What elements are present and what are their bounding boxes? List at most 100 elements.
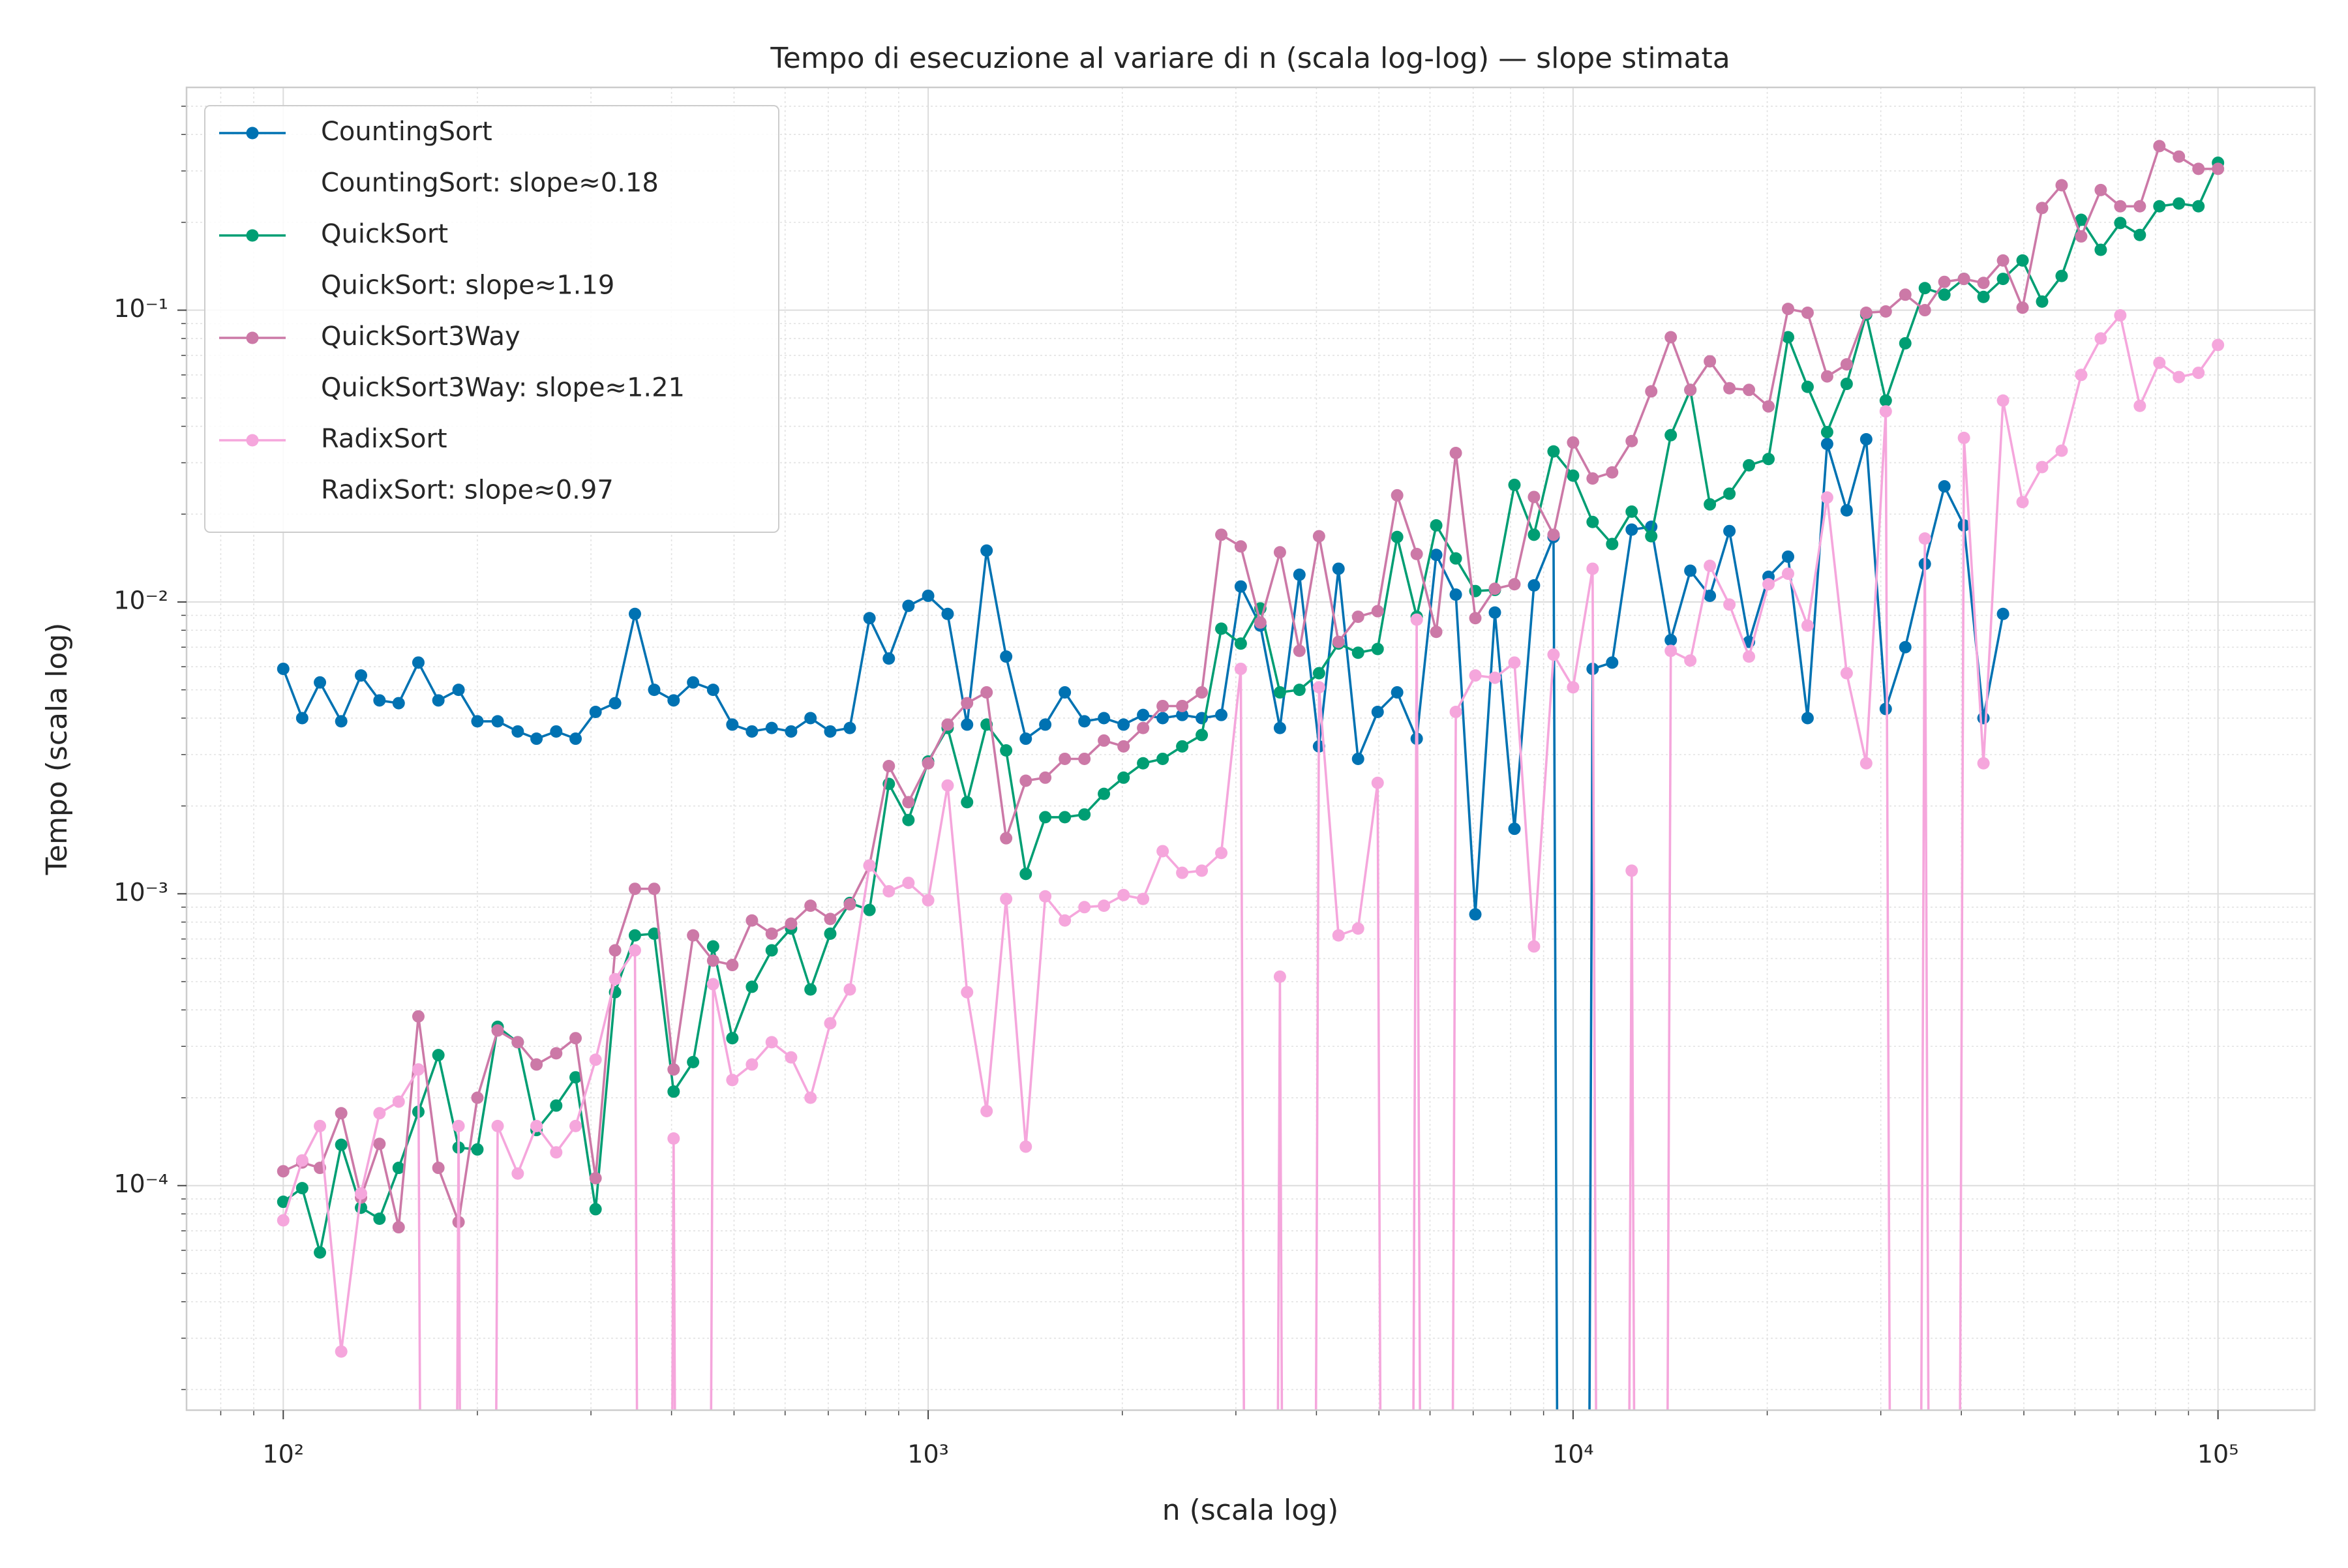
data-point bbox=[392, 697, 405, 710]
data-point bbox=[1078, 808, 1091, 821]
data-point bbox=[2075, 369, 2088, 382]
data-point bbox=[1469, 908, 1482, 921]
data-point bbox=[1879, 405, 1892, 418]
data-point bbox=[824, 912, 837, 926]
data-point bbox=[1859, 757, 1873, 770]
data-point bbox=[1019, 1140, 1032, 1153]
data-point bbox=[1547, 445, 1560, 458]
data-point bbox=[824, 725, 837, 738]
data-point bbox=[2173, 150, 2186, 163]
data-point bbox=[2036, 460, 2049, 474]
data-point bbox=[1273, 546, 1286, 559]
y-tick-label: 10⁻¹ bbox=[113, 294, 168, 323]
data-point bbox=[1176, 866, 1189, 879]
data-point bbox=[804, 1091, 817, 1104]
data-point bbox=[745, 1058, 759, 1071]
data-point bbox=[432, 694, 445, 707]
data-point bbox=[1859, 306, 1873, 319]
data-point bbox=[980, 686, 993, 699]
tick-labels: 10² 10³ 10⁴ 10⁵ 10⁻⁴ 10⁻³ 10⁻² 10⁻¹ bbox=[113, 294, 2238, 1468]
data-point bbox=[1781, 303, 1794, 316]
data-point bbox=[1000, 892, 1013, 905]
data-point bbox=[1156, 845, 1169, 858]
data-point bbox=[1234, 540, 1247, 553]
data-point bbox=[1899, 288, 1912, 301]
data-point bbox=[1312, 681, 1325, 694]
data-point bbox=[785, 725, 798, 738]
y-tick-label: 10⁻⁴ bbox=[113, 1169, 168, 1198]
data-point bbox=[726, 959, 739, 972]
data-point bbox=[530, 732, 543, 746]
data-point bbox=[1645, 385, 1658, 398]
data-point bbox=[1059, 686, 1072, 699]
data-point bbox=[1430, 626, 1443, 639]
data-point bbox=[1117, 888, 1130, 901]
data-point bbox=[706, 954, 719, 967]
data-point bbox=[1684, 654, 1697, 667]
data-point bbox=[2212, 339, 2225, 352]
data-point bbox=[1156, 752, 1169, 765]
data-point bbox=[1801, 306, 1814, 319]
data-point bbox=[1762, 400, 1775, 413]
data-point bbox=[355, 1187, 368, 1200]
data-point bbox=[1723, 487, 1736, 500]
data-point bbox=[1019, 774, 1032, 787]
data-point bbox=[1977, 290, 1990, 303]
data-point bbox=[2192, 367, 2205, 380]
x-tick-label: 10³ bbox=[907, 1440, 949, 1469]
data-point bbox=[1449, 705, 1462, 718]
plot-area bbox=[277, 140, 2225, 1410]
data-point bbox=[295, 712, 309, 725]
data-point bbox=[961, 796, 974, 809]
data-point bbox=[1098, 899, 1111, 912]
data-point bbox=[471, 1143, 484, 1156]
data-point bbox=[922, 757, 935, 770]
data-point bbox=[1820, 491, 1833, 504]
data-point bbox=[1117, 771, 1130, 784]
data-point bbox=[1332, 635, 1345, 648]
data-point bbox=[2036, 202, 2049, 215]
data-point bbox=[314, 1246, 327, 1259]
data-point bbox=[1801, 712, 1814, 725]
data-point bbox=[785, 1051, 798, 1064]
data-point bbox=[1000, 744, 1013, 757]
data-point bbox=[2016, 254, 2029, 267]
data-point bbox=[1918, 282, 1931, 295]
legend-slope-label: RadixSort: slope≈0.97 bbox=[321, 475, 614, 505]
data-point bbox=[1508, 478, 1521, 491]
series-line bbox=[282, 145, 2218, 1229]
data-point bbox=[628, 607, 641, 620]
data-point bbox=[1528, 940, 1541, 953]
data-point bbox=[2016, 301, 2029, 314]
data-point bbox=[1117, 718, 1130, 731]
data-point bbox=[1137, 721, 1150, 734]
data-point bbox=[1996, 394, 2009, 407]
data-point bbox=[1078, 752, 1091, 765]
data-point bbox=[2055, 444, 2068, 457]
data-point bbox=[2055, 269, 2068, 282]
data-point bbox=[432, 1049, 445, 1062]
data-point bbox=[452, 1119, 465, 1132]
data-point bbox=[941, 779, 954, 792]
data-point bbox=[335, 715, 348, 728]
data-point bbox=[2075, 230, 2088, 243]
data-point bbox=[1351, 611, 1364, 624]
data-point bbox=[277, 1165, 290, 1178]
data-point bbox=[1801, 619, 1814, 632]
data-point bbox=[2153, 200, 2166, 213]
data-point bbox=[1820, 426, 1833, 439]
data-point bbox=[314, 1119, 327, 1132]
data-point bbox=[335, 1345, 348, 1358]
x-tick-label: 10² bbox=[262, 1440, 304, 1469]
data-point bbox=[550, 725, 563, 738]
data-point bbox=[335, 1138, 348, 1151]
data-point bbox=[1957, 431, 1970, 444]
data-point bbox=[569, 1032, 582, 1045]
data-point bbox=[843, 898, 856, 911]
data-point bbox=[1508, 822, 1521, 836]
data-point bbox=[1469, 669, 1482, 682]
legend-label: QuickSort bbox=[321, 219, 448, 249]
legend-slope-label: QuickSort: slope≈1.19 bbox=[321, 271, 614, 301]
data-point bbox=[1820, 438, 1833, 451]
